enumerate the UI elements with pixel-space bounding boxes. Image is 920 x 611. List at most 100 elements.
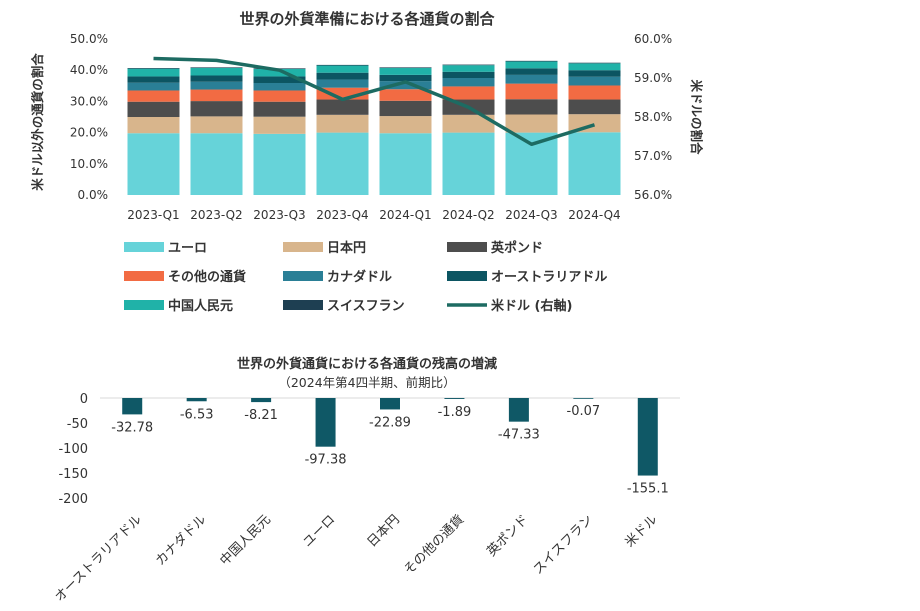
chart1-bar-segment-2024-q4 <box>568 132 621 195</box>
legend-item--: 英ポンド <box>447 240 543 256</box>
chart1-usd-line <box>153 56 596 147</box>
chart1-bar-segment-2024-q3 <box>505 114 558 133</box>
chart1-y-tick-label: 30.0% <box>70 94 108 108</box>
chart1-bar-segment-2024-q1 <box>379 89 432 101</box>
chart1-bar-segment-2024-q1 <box>379 68 432 75</box>
chart1-y-tick-label: 40.0% <box>70 63 108 77</box>
chart1-bar-segment-2024-q3 <box>505 61 558 69</box>
chart1-y2-tick-label: 58.0% <box>634 110 672 124</box>
chart2-data-label: -97.38 <box>305 453 347 468</box>
chart2-title: 世界の外貨通貨における各通貨の残高の増減 <box>237 356 497 372</box>
chart1-y2-tick-label: 59.0% <box>634 71 672 85</box>
chart1-bar-segment-2023-q1 <box>127 90 180 102</box>
chart1-bar-segment-2024-q4 <box>568 70 621 77</box>
chart2-y-tick-label: -50 <box>67 417 88 432</box>
chart1-bar-segment-2023-q2 <box>190 75 243 82</box>
chart1-bar-segment-2024-q4 <box>568 63 621 71</box>
chart1-category-label: 2023-Q3 <box>253 208 305 222</box>
chart1-category-labels: 2023-Q1 2023-Q2 2023-Q3 2023-Q4 2024-Q1 2024-… <box>127 208 620 222</box>
chart1-bar-segment-2024-q1 <box>379 74 432 82</box>
chart1-bar-segment-2023-q4 <box>316 79 369 88</box>
chart1-bar-segment-2024-q2 <box>442 86 495 100</box>
chart2-bar-- <box>251 398 272 403</box>
legend-swatch <box>283 271 323 281</box>
chart1-y-axis-label: 米ドル以外の通貨の割合 <box>30 53 45 192</box>
chart1-bar-segment-2023-q4 <box>316 99 369 115</box>
legend-label: ユーロ <box>168 241 207 256</box>
chart1-bar-segment-2024-q4 <box>568 76 621 86</box>
chart2-category-label: オーストラリアドル <box>52 512 145 605</box>
chart2-bar-- <box>315 398 336 447</box>
chart2-category-label: スイスフラン <box>531 512 596 577</box>
chart1-bar-segment-2023-q1 <box>127 68 180 69</box>
chart2-category-label: 日本円 <box>365 512 403 550</box>
chart2-bars: -32.78 -6.53 -8.21 -97.38 -22.89 -1.89 -47.33 -… <box>111 398 669 497</box>
chart1-bar-segment-2024-q3 <box>505 99 558 115</box>
legend-item--: その他の通貨 <box>124 269 246 285</box>
chart1-bar-segment-2023-q3 <box>253 116 306 134</box>
legend-label: スイスフラン <box>327 299 405 314</box>
legend-item--: オーストラリアドル <box>447 270 607 285</box>
chart1-bar-segment-2024-q3 <box>505 68 558 75</box>
chart1-bar-segment-2024-q2 <box>442 78 495 87</box>
chart2-category-label: 米ドル <box>622 512 660 550</box>
chart2-category-label: その他の通貨 <box>401 512 467 578</box>
chart1-bar-segment-2023-q2 <box>190 116 243 134</box>
chart1-y2-tick-label: 60.0% <box>634 32 672 46</box>
chart1-usd-line-path <box>153 56 596 147</box>
legend-label: カナダドル <box>327 269 392 285</box>
chart1-bar-segment-2024-q3 <box>505 83 558 100</box>
chart2-bar-- <box>122 398 143 415</box>
chart1-bar-segment-2023-q1 <box>127 101 180 117</box>
chart2-y-tick-label: 0 <box>80 392 88 407</box>
legend-swatch <box>447 242 487 252</box>
chart1-bar-segment-2023-q3 <box>253 90 306 102</box>
chart2-bar-- <box>637 398 658 476</box>
legend-swatch <box>124 300 164 310</box>
chart2-category-label: ユーロ <box>300 512 338 550</box>
chart1-bar-segment-2023-q4 <box>316 65 369 73</box>
legend-item--: 日本円 <box>283 240 366 256</box>
chart1-bar-segment-2023-q4 <box>316 114 369 133</box>
chart1-bar-segment-2024-q4 <box>568 99 621 115</box>
chart2-y-tick-label: -200 <box>58 492 88 507</box>
chart2-bar-- <box>380 398 400 410</box>
legend-label: オーストラリアドル <box>491 270 607 285</box>
chart2-y-tick-label: -150 <box>58 467 88 482</box>
chart1-bar-segment-2024-q1 <box>379 116 432 134</box>
chart2-data-label: -1.89 <box>438 405 472 420</box>
chart2-data-label: -47.33 <box>498 428 540 443</box>
chart1-bar-segment-2024-q2 <box>442 132 495 195</box>
legend-label: その他の通貨 <box>168 269 246 285</box>
chart1-bar-segment-2024-q1 <box>379 81 432 90</box>
chart1-y2-tick-label: 56.0% <box>634 188 672 202</box>
chart1-bar-segment-2023-q1 <box>127 82 180 91</box>
chart2-y-tick-label: -100 <box>58 442 88 457</box>
chart1-bar-segment-2024-q4 <box>568 85 621 100</box>
chart1-category-label: 2024-Q3 <box>505 208 557 222</box>
chart2-category-label: カナダドル <box>153 512 210 569</box>
chart1-axis-ticks: 0.0% 10.0% 20.0% 30.0% 40.0% 50.0% 56.0% 57.0% 5… <box>70 32 672 202</box>
chart1-bar-segment-2023-q3 <box>253 133 306 195</box>
chart1-category-label: 2024-Q4 <box>568 208 620 222</box>
chart1-bar-segment-2023-q1 <box>127 68 180 77</box>
chart2-bar-- <box>186 398 207 402</box>
legend-swatch <box>283 300 323 310</box>
chart1-bar-segment-2023-q3 <box>253 82 306 91</box>
legend-swatch <box>283 242 323 252</box>
chart2-data-label: -155.1 <box>627 482 669 497</box>
legend-swatch <box>447 271 487 281</box>
chart2-category-label: 英ポンド <box>484 512 531 559</box>
chart1-bar-segment-2023-q4 <box>316 87 369 100</box>
chart1-y2-tick-label: 57.0% <box>634 149 672 163</box>
chart1-bar-segment-2024-q3 <box>505 60 558 62</box>
chart1-bar-segment-2023-q2 <box>190 81 243 90</box>
chart1-bar-segment-2024-q2 <box>442 64 495 66</box>
chart2-subtitle: （2024年第4四半期、前期比） <box>278 375 455 390</box>
chart2-bar-- <box>573 398 594 399</box>
chart1-bar-segment-2024-q1 <box>379 67 432 69</box>
chart1-bar-segment-2024-q3 <box>505 74 558 84</box>
